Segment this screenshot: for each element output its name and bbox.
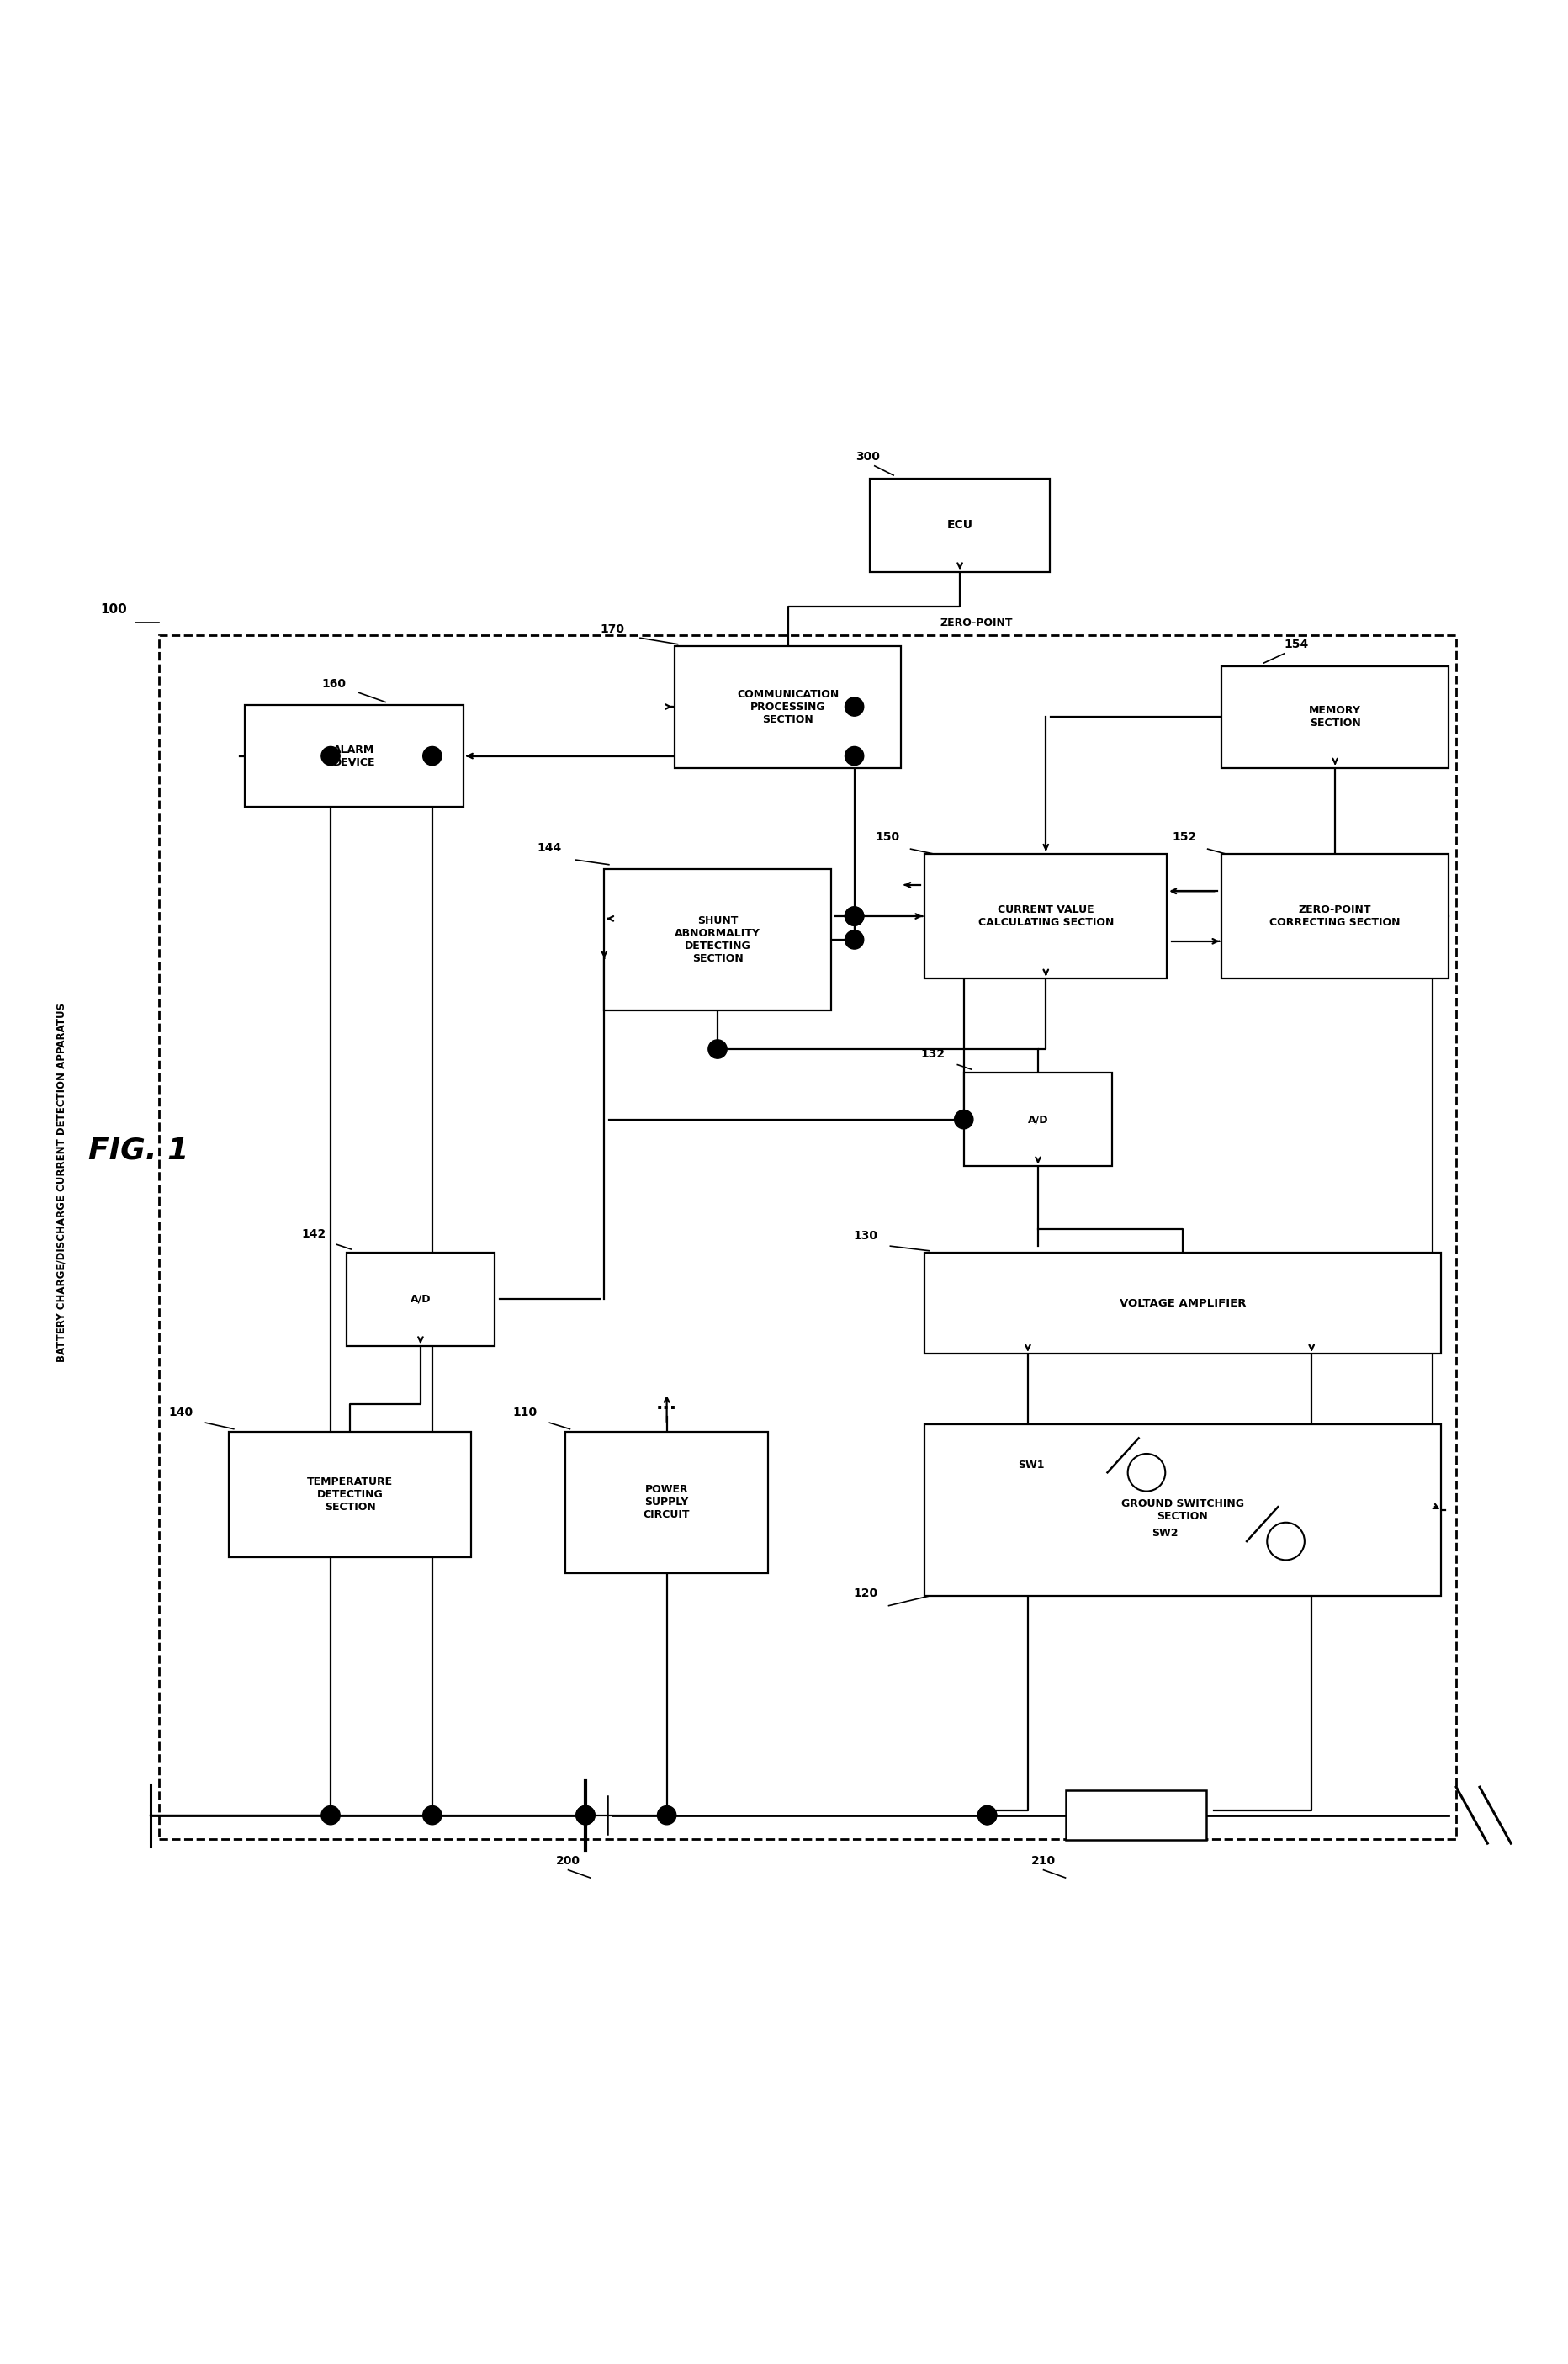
Text: 132: 132 [920, 1047, 946, 1059]
FancyBboxPatch shape [564, 1433, 768, 1572]
Circle shape [955, 1111, 974, 1130]
FancyBboxPatch shape [245, 704, 464, 806]
Circle shape [321, 1806, 340, 1825]
FancyBboxPatch shape [925, 1253, 1441, 1355]
Text: 150: 150 [875, 832, 900, 842]
Text: 110: 110 [513, 1407, 536, 1418]
Text: 120: 120 [853, 1589, 878, 1600]
FancyBboxPatch shape [604, 870, 831, 1009]
Circle shape [423, 747, 442, 766]
Text: 140: 140 [169, 1407, 193, 1418]
Text: ZERO-POINT: ZERO-POINT [941, 617, 1013, 629]
Text: 142: 142 [301, 1227, 326, 1239]
FancyBboxPatch shape [674, 645, 902, 768]
Text: ZERO-POINT
CORRECTING SECTION: ZERO-POINT CORRECTING SECTION [1270, 905, 1400, 929]
Text: ECU: ECU [947, 520, 972, 532]
Circle shape [845, 697, 864, 716]
Text: A/D: A/D [411, 1293, 431, 1305]
FancyBboxPatch shape [964, 1073, 1112, 1165]
FancyBboxPatch shape [229, 1433, 472, 1558]
Text: FIG. 1: FIG. 1 [88, 1137, 188, 1165]
Circle shape [423, 1806, 442, 1825]
Circle shape [845, 908, 864, 927]
Text: A/D: A/D [1027, 1113, 1049, 1125]
Text: 170: 170 [601, 624, 624, 636]
Text: BATTERY CHARGE/DISCHARGE CURRENT DETECTION APPARATUS: BATTERY CHARGE/DISCHARGE CURRENT DETECTI… [56, 1002, 67, 1362]
FancyBboxPatch shape [347, 1253, 495, 1345]
Text: 300: 300 [856, 452, 880, 463]
Text: CURRENT VALUE
CALCULATING SECTION: CURRENT VALUE CALCULATING SECTION [978, 905, 1113, 929]
Text: SW2: SW2 [1151, 1527, 1178, 1539]
Circle shape [575, 1806, 594, 1825]
Text: MEMORY
SECTION: MEMORY SECTION [1309, 704, 1361, 728]
Text: ALARM
DEVICE: ALARM DEVICE [332, 745, 375, 768]
Text: 144: 144 [538, 842, 561, 853]
Text: 130: 130 [853, 1229, 878, 1241]
Circle shape [845, 747, 864, 766]
Text: 100: 100 [100, 603, 127, 617]
Circle shape [978, 1806, 997, 1825]
Text: 154: 154 [1284, 638, 1309, 650]
Text: 200: 200 [555, 1856, 580, 1868]
Text: TEMPERATURE
DETECTING
SECTION: TEMPERATURE DETECTING SECTION [307, 1478, 394, 1513]
Circle shape [709, 1040, 728, 1059]
Text: ...: ... [655, 1395, 677, 1411]
Text: SHUNT
ABNORMALITY
DETECTING
SECTION: SHUNT ABNORMALITY DETECTING SECTION [674, 915, 760, 965]
Circle shape [1267, 1522, 1305, 1560]
Circle shape [978, 1806, 997, 1825]
Circle shape [845, 908, 864, 927]
FancyBboxPatch shape [925, 1425, 1441, 1596]
Text: POWER
SUPPLY
CIRCUIT: POWER SUPPLY CIRCUIT [643, 1485, 690, 1520]
Circle shape [575, 1806, 594, 1825]
Circle shape [1127, 1454, 1165, 1492]
FancyBboxPatch shape [1221, 853, 1449, 979]
FancyBboxPatch shape [158, 636, 1457, 1839]
FancyBboxPatch shape [1221, 667, 1449, 768]
Text: 152: 152 [1173, 832, 1196, 842]
FancyBboxPatch shape [870, 478, 1049, 572]
Text: COMMUNICATION
PROCESSING
SECTION: COMMUNICATION PROCESSING SECTION [737, 688, 839, 726]
Text: 210: 210 [1032, 1856, 1055, 1868]
Text: 160: 160 [321, 678, 347, 690]
Text: GROUND SWITCHING
SECTION: GROUND SWITCHING SECTION [1121, 1499, 1243, 1522]
Text: VOLTAGE AMPLIFIER: VOLTAGE AMPLIFIER [1120, 1298, 1247, 1310]
Circle shape [321, 747, 340, 766]
Text: SW1: SW1 [1018, 1459, 1044, 1470]
FancyBboxPatch shape [925, 853, 1167, 979]
Circle shape [657, 1806, 676, 1825]
FancyBboxPatch shape [1065, 1790, 1206, 1839]
Circle shape [845, 931, 864, 948]
